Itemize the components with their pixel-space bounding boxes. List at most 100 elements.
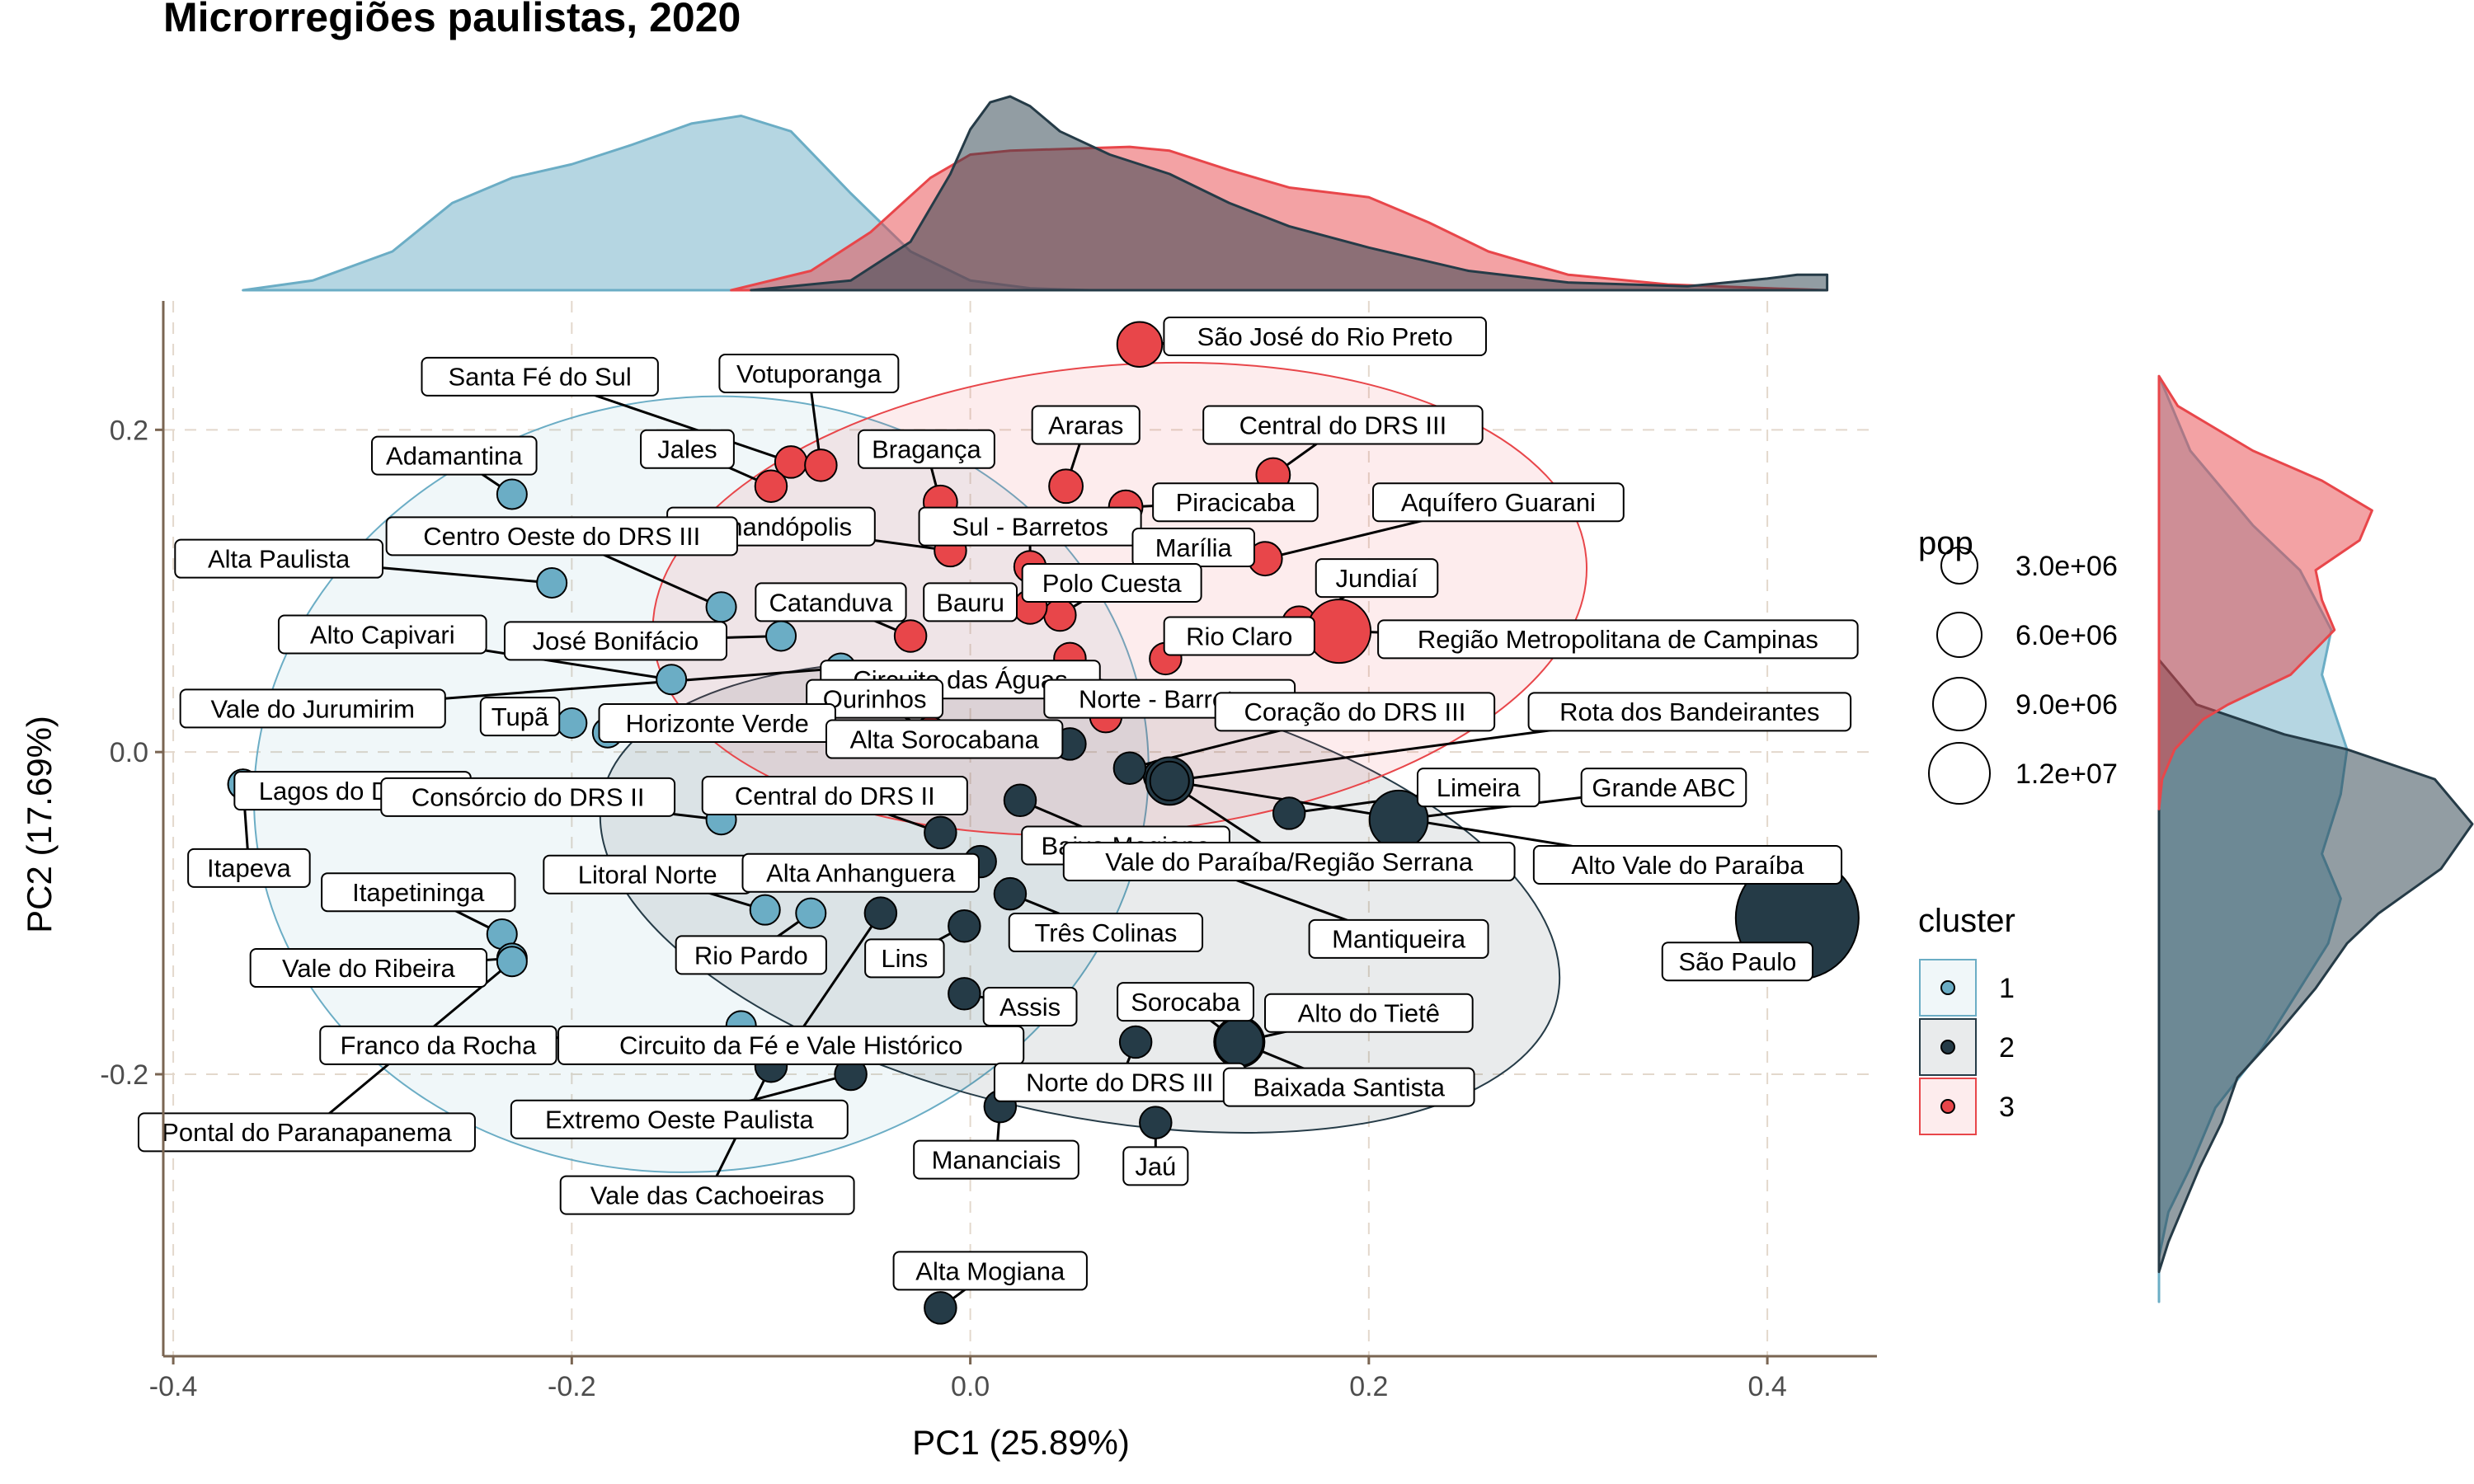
point-marker [1003,783,1037,818]
point-marker [948,909,981,943]
point-label: Coração do DRS III [1214,692,1496,732]
point-label: Santa Fé do Sul [421,356,659,397]
point-label: Itapeva [187,848,311,888]
point-label-text: Ourinhos [823,685,927,714]
point-marker [1139,1106,1173,1139]
point-label-box [321,872,516,913]
point-label-box [479,697,561,737]
point-label: Adamantina [370,435,538,476]
point-label: Grande ABC [1580,768,1747,808]
point-label: Alto Vale do Paraíba [1532,844,1843,885]
point-label-text: Alto Vale do Paraíba [1571,851,1804,880]
point-label-text: Lins [881,944,928,973]
point-label: Ourinhos [806,679,944,719]
point-label: Limeira [1416,768,1540,808]
point-label: Pontal do Paranapanema [138,1112,476,1153]
point-label-box [701,775,968,815]
point-label: Rota dos Bandeirantes [1527,692,1852,732]
point-label-text: Limeira [1437,773,1521,802]
point-label: Alto Capivari [277,614,487,655]
point-label: Sul - Barretos [918,506,1142,547]
point-label-text: Jundiaí [1336,564,1418,593]
point-label: Central do DRS II [701,775,968,815]
point-label-text: Sorocaba [1131,988,1240,1017]
legend: pop cluster 3.0e+06 6.0e+06 9.0e+06 1.2e+07… [1918,525,2118,1135]
x-tick-label: -0.4 [149,1371,198,1402]
point-label-text: Bauru [936,588,1004,617]
point-marker [924,1291,957,1325]
point-label-text: Rio Claro [1186,622,1292,650]
legend-pop-label: 3.0e+06 [2015,551,2118,582]
point-label-text: Franco da Rocha [341,1031,538,1060]
point-label: Rio Claro [1163,616,1315,656]
x-tick-label: 0.0 [951,1371,990,1402]
point-label-box [857,429,995,469]
point-label-box [138,1112,476,1153]
point-label-text: Litoral Norte [578,861,717,890]
y-tick-label: -0.2 [100,1059,148,1091]
point-label-text: Pontal do Paranapanema [162,1118,452,1147]
grid [163,301,1877,1356]
point-labels: São José do Rio Preto Santa Fé do Sul Votu… [138,316,1859,1291]
point-label-text: Vale do Jurumirim [210,694,415,723]
point-label: Polo Cuesta [1021,562,1202,603]
point-label-box [1580,768,1747,808]
point-label: Lins [864,938,945,979]
point-label-text: Vale do Paraíba/Região Serrana [1105,848,1474,876]
point-label-text: Extremo Oeste Paulista [545,1106,814,1134]
point-label-text: Alta Mogiana [915,1256,1065,1285]
point-marker [863,896,898,930]
point-label-text: Circuito da Fé e Vale Histórico [619,1031,962,1060]
point-label-text: Jaú [1135,1152,1176,1181]
point-label-box [380,777,676,817]
point-label-text: Três Colinas [1034,918,1177,947]
point-label-box [559,1175,855,1215]
point-label: Bragança [857,429,995,469]
point-label-box [923,582,1018,622]
point-marker [1214,1017,1264,1067]
point-label: Central do DRS III [1202,405,1484,445]
point-label-text: Santa Fé do Sul [449,363,632,392]
point-label: Alto do Tietê [1264,993,1474,1033]
x-axis-label: PC1 (25.89%) [912,1423,1130,1462]
point-marker [765,620,797,652]
point-label-text: Horizonte Verde [626,709,809,738]
point-label-text: Mantiqueira [1332,925,1466,954]
point-label-box [892,1251,1088,1291]
point-label: Alta Sorocabana [825,719,1064,759]
point-label-text: Marília [1155,533,1233,562]
legend-cluster-dot [1940,1099,1955,1114]
point-label-text: Centro Oeste do DRS III [423,522,700,551]
legend-cluster-label: 3 [1999,1092,2015,1123]
point-label-box [1163,616,1315,656]
density-y-cluster-2 [2157,658,2474,1274]
legend-pop-label: 6.0e+06 [2015,620,2118,651]
point-label-box [1661,942,1813,982]
point-marker [556,707,588,739]
point-label-box [1315,558,1439,599]
point-marker [1048,468,1084,505]
point-label-text: Alto do Tietê [1298,999,1440,1028]
point-label-box [1031,405,1141,445]
point-label: Bauru [923,582,1018,622]
point-label-text: Alta Sorocabana [850,725,1040,754]
point-label-text: Norte do DRS III [1026,1068,1213,1097]
point-label-box [1062,842,1516,882]
point-label-box [174,538,383,579]
point-label-box [918,506,1142,547]
point-marker [1149,760,1190,801]
point-marker [1112,751,1147,785]
point-label-box [755,582,907,622]
point-label: Circuito da Fé e Vale Histórico [557,1025,1025,1065]
point-label-text: Central do DRS II [735,782,935,810]
point-label-text: Região Metropolitana de Campinas [1418,625,1818,654]
point-label: Alta Paulista [174,538,383,579]
point-label: Catanduva [755,582,907,622]
point-marker [1043,598,1077,632]
point-label-text: Araras [1048,411,1123,439]
density-x-cluster-2 [750,95,1829,292]
point-label: São Paulo [1661,942,1813,982]
point-label: Vale do Jurumirim [179,688,446,729]
legend-pop-circle [1936,612,1982,658]
